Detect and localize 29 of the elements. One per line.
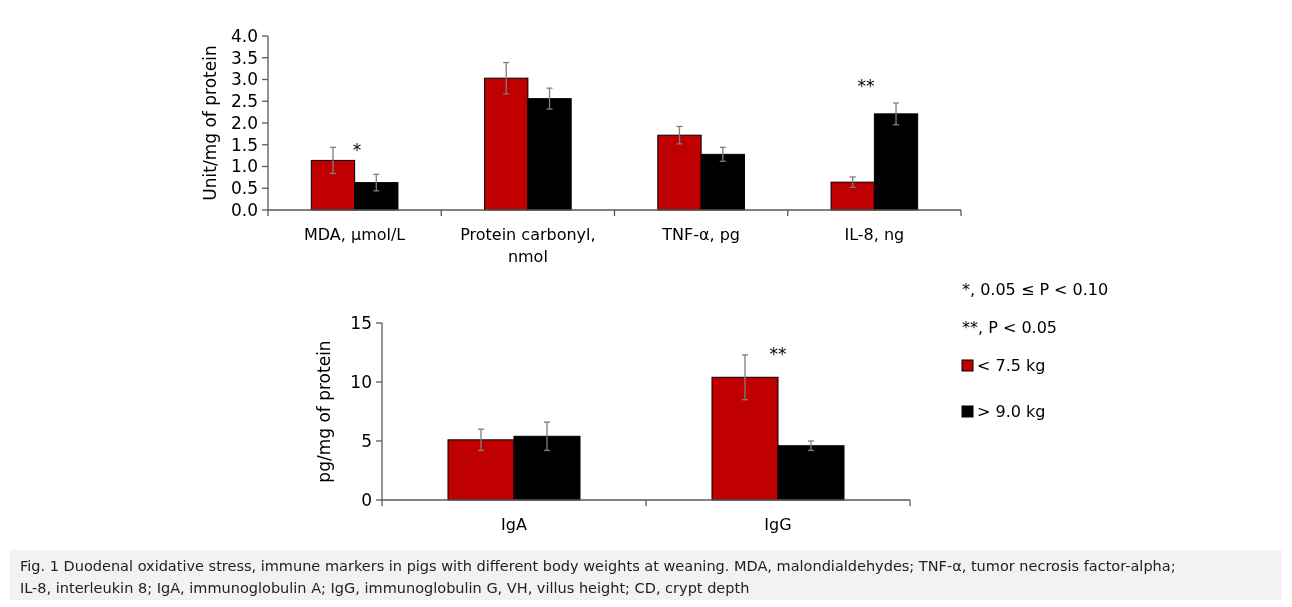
y-tick-label: 0.5 — [230, 178, 258, 199]
caption: Fig. 1 Duodenal oxidative stress, immune markers in pigs with different body weights at weaning. MDA, malondialdehydes; TNF-α, tumor necrosis factor-alpha; IL-8, interleukin 8; IgA, immunoglobulin A; IgG, immunoglobulin G, VH, villus height; CD, crypt depth — [20, 558, 1176, 596]
y-tick-label: 1.5 — [230, 134, 258, 155]
y-tick-label: 10 — [350, 371, 372, 392]
text: *, 0.05 ≤ P < 0.10 — [962, 280, 1109, 299]
y-tick-label: 1.0 — [230, 156, 258, 177]
annotation: ** — [857, 76, 875, 96]
y-tick-label: 0 — [361, 489, 372, 510]
y-tick-label: 15 — [350, 312, 372, 333]
x-tick-label: IgA — [501, 515, 527, 534]
legend-label: < 7.5 kg — [977, 356, 1046, 375]
legend-label: > 9.0 kg — [977, 402, 1046, 421]
y-tick-label: 0.0 — [230, 199, 258, 220]
y-axis-title: pg/mg of protein — [314, 340, 334, 483]
x-tick-label: TNF-α, pg — [661, 225, 740, 244]
y-tick-label: 4.0 — [230, 25, 258, 46]
x-tick-label: IgG — [764, 515, 792, 534]
x-tick-label: Protein carbonyl, nmol — [460, 225, 596, 266]
annotation: * — [352, 140, 362, 160]
y-tick-label: 3.0 — [230, 69, 258, 90]
y-tick-label: 2.0 — [230, 112, 258, 133]
y-tick-label: 2.5 — [230, 91, 258, 112]
x-tick-label: IL-8, ng — [844, 225, 905, 244]
y-tick-label: 3.5 — [230, 47, 258, 68]
y-tick-label: 5 — [361, 430, 372, 451]
y-axis-title: Unit/mg of protein — [200, 45, 220, 201]
text: **, P < 0.05 — [962, 318, 1058, 337]
x-tick-label: MDA, µmol/L — [303, 225, 406, 244]
annotation: ** — [769, 344, 787, 364]
